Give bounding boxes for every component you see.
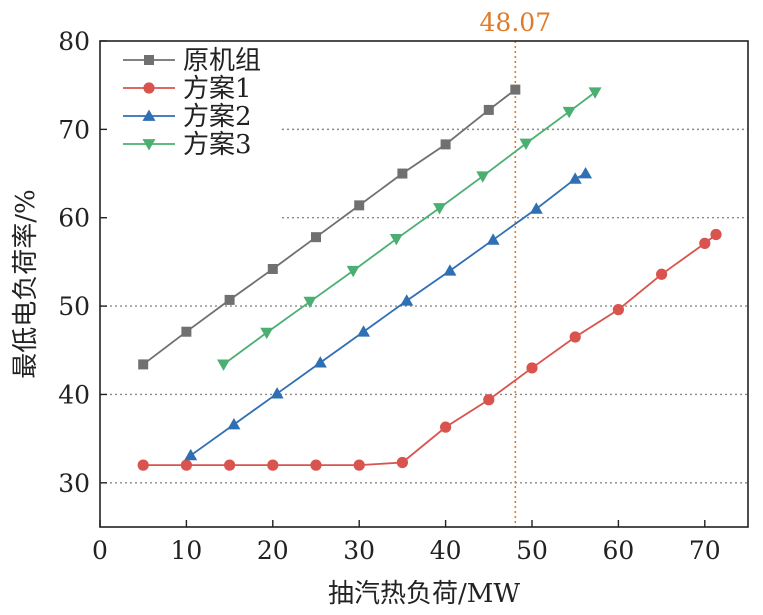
data-point-s3-2 — [270, 387, 284, 399]
x-tick-label-0: 0 — [92, 536, 108, 565]
data-point-s4-6 — [476, 171, 490, 183]
data-point-s3-0 — [184, 448, 198, 461]
data-point-s4-1 — [260, 327, 274, 340]
data-point-s4-2 — [303, 296, 317, 309]
data-point-s2-14 — [710, 228, 722, 241]
legend-marker-4 — [142, 139, 156, 151]
data-point-s4-7 — [519, 138, 533, 151]
legend-label-3: 方案2 — [183, 102, 252, 132]
legend-marker-1 — [144, 55, 154, 65]
x-tick-label-50: 50 — [516, 536, 548, 565]
annotations: 48.07 — [480, 8, 552, 527]
x-tick-label-30: 30 — [343, 536, 375, 565]
data-point-s3-4 — [357, 325, 371, 337]
data-point-s2-4 — [310, 459, 322, 471]
data-point-s1-7 — [440, 139, 451, 150]
data-point-s3-6 — [443, 264, 457, 276]
data-point-s4-5 — [433, 203, 447, 215]
legend-marker-3 — [142, 109, 156, 121]
data-point-s2-2 — [224, 459, 236, 471]
y-tick-label-40: 40 — [58, 380, 90, 409]
data-point-s1-6 — [397, 168, 408, 179]
data-point-s2-9 — [526, 362, 538, 374]
data-point-s2-11 — [612, 304, 625, 316]
x-axis-title: 抽汽热负荷/MW — [328, 579, 520, 609]
plot-frame — [99, 40, 749, 528]
y-tick-label-60: 60 — [58, 204, 90, 233]
data-point-s1-1 — [181, 326, 192, 337]
data-point-s4-9 — [588, 87, 602, 99]
series-2 — [137, 228, 722, 471]
x-tick-label-60: 60 — [602, 536, 634, 565]
data-point-s2-3 — [267, 459, 279, 471]
series-line-1 — [142, 88, 516, 366]
x-tick-label-10: 10 — [170, 536, 202, 565]
data-point-s3-5 — [400, 294, 414, 306]
x-tick-label-20: 20 — [257, 536, 289, 565]
y-tick-label-80: 80 — [58, 27, 90, 56]
axis-ticks: 0 10 20 30 40 50 60 70 30 40 50 60 70 80 — [58, 27, 721, 565]
data-point-s2-13 — [699, 237, 711, 249]
data-point-s1-4 — [311, 232, 321, 243]
y-tick-label-30: 30 — [58, 469, 90, 498]
data-point-s1-5 — [354, 200, 365, 211]
data-point-s4-3 — [346, 265, 360, 278]
series-1 — [138, 84, 521, 370]
data-point-s3-7 — [486, 233, 500, 245]
legend-label-4: 方案3 — [183, 130, 252, 160]
series-line-4 — [223, 91, 596, 366]
data-point-s1-9 — [510, 84, 521, 95]
y-axis-title: 最低电负荷率/% — [11, 189, 41, 378]
y-tick-label-70: 70 — [58, 115, 90, 144]
legend-marker-2 — [143, 82, 155, 94]
data-point-s3-1 — [227, 417, 241, 430]
legend-label-2: 方案1 — [183, 74, 252, 104]
x-tick-label-70: 70 — [689, 536, 721, 565]
data-point-s1-3 — [267, 263, 278, 274]
data-point-s3-3 — [313, 356, 327, 368]
data-point-s1-2 — [224, 294, 235, 305]
data-point-s4-4 — [389, 234, 403, 246]
y-tick-label-50: 50 — [58, 292, 90, 321]
data-point-s1-0 — [138, 359, 149, 370]
data-point-s4-0 — [217, 359, 231, 371]
data-point-s4-8 — [562, 106, 576, 119]
data-series — [137, 84, 722, 471]
data-point-s2-12 — [656, 268, 668, 280]
data-point-s2-1 — [180, 459, 192, 471]
data-point-s1-8 — [483, 104, 494, 115]
data-point-s3-9 — [568, 172, 582, 184]
grid-lines — [100, 128, 748, 484]
legend-label-1: 原机组 — [183, 46, 261, 76]
x-tick-label-40: 40 — [430, 536, 462, 565]
data-point-s2-8 — [483, 394, 495, 406]
data-point-s2-0 — [137, 459, 149, 471]
series-3 — [184, 167, 593, 461]
data-point-s2-5 — [353, 459, 365, 471]
data-point-s2-7 — [440, 421, 452, 433]
data-point-s3-8 — [529, 202, 543, 214]
series-4 — [217, 87, 602, 371]
reference-line-label-0: 48.07 — [480, 8, 552, 37]
data-point-s2-6 — [396, 456, 408, 469]
data-point-s2-10 — [569, 331, 581, 343]
data-point-s3-10 — [579, 167, 593, 179]
